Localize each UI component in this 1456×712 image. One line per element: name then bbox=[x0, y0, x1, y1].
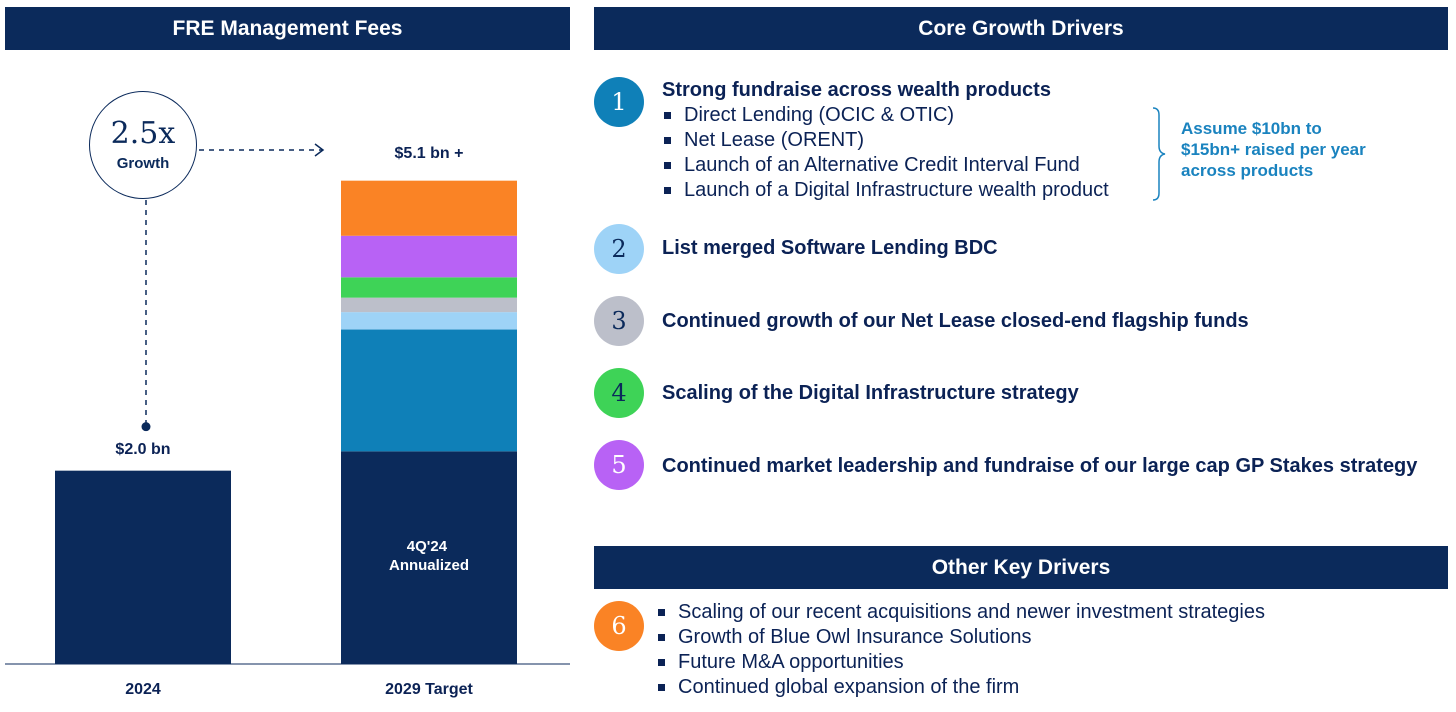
other-drivers-header: Other Key Drivers bbox=[594, 546, 1448, 589]
driver-1-item-1: Direct Lending (OCIC & OTIC) bbox=[684, 104, 955, 126]
growth-multiple-badge: 2.5x Growth bbox=[89, 91, 197, 199]
bar-segment-1-1 bbox=[341, 329, 517, 452]
base-segment-label: 4Q'24 Annualized bbox=[389, 538, 469, 574]
bullet-square bbox=[664, 162, 671, 169]
fre-header: FRE Management Fees bbox=[5, 7, 570, 50]
bar-segment-1-6 bbox=[341, 180, 517, 236]
bar-total-label-2024: $2.0 bn bbox=[115, 441, 170, 458]
driver-number-1: 1 bbox=[594, 77, 644, 127]
bar-segment-1-5 bbox=[341, 235, 517, 278]
fre-chart: $2.0 bn $5.1 bn + 4Q'24 Annualized 2024 … bbox=[5, 143, 570, 698]
driver-number-2: 2 bbox=[594, 224, 644, 274]
driver-1-item-2: Net Lease (ORENT) bbox=[684, 129, 865, 151]
bullet-square bbox=[658, 659, 665, 666]
other-item-1: Scaling of our recent acquisitions and n… bbox=[678, 601, 1265, 623]
growth-arrow-head bbox=[314, 143, 325, 157]
driver-title-2: List merged Software Lending BDC bbox=[662, 237, 998, 259]
bullet-square bbox=[658, 634, 665, 641]
driver-number-4: 4 bbox=[594, 368, 644, 418]
bar-segment-1-3 bbox=[341, 297, 517, 313]
bar-segment-1-4 bbox=[341, 277, 517, 298]
growth-connector-dot bbox=[141, 422, 151, 432]
driver-title-4: Scaling of the Digital Infrastructure st… bbox=[662, 382, 1079, 404]
growth-label: Growth bbox=[116, 154, 170, 172]
assumption-note: Assume $10bn to $15bn+ raised per year a… bbox=[1181, 119, 1366, 180]
driver-number-6: 6 bbox=[594, 601, 644, 651]
bar-segment-1-0 bbox=[341, 451, 517, 664]
driver-number-3: 3 bbox=[594, 296, 644, 346]
driver-1-item-4: Launch of a Digital Infrastructure wealt… bbox=[684, 179, 1109, 201]
x-tick-2029: 2029 Target bbox=[385, 681, 473, 698]
bullet-square bbox=[658, 609, 665, 616]
brace-icon bbox=[1152, 107, 1166, 201]
bullet-square bbox=[664, 187, 671, 194]
driver-title-3: Continued growth of our Net Lease closed… bbox=[662, 310, 1249, 332]
core-drivers-header: Core Growth Drivers bbox=[594, 7, 1448, 50]
other-item-4: Continued global expansion of the firm bbox=[678, 676, 1020, 698]
bar-total-label-2029: $5.1 bn + bbox=[395, 145, 464, 162]
bar-segment-1-2 bbox=[341, 312, 517, 330]
bar-segment-0-0 bbox=[55, 470, 231, 664]
growth-multiple: 2.5x bbox=[110, 115, 176, 151]
driver-title-1: Strong fundraise across wealth products bbox=[662, 79, 1051, 101]
x-tick-2024: 2024 bbox=[125, 681, 161, 698]
driver-number-5: 5 bbox=[594, 440, 644, 490]
bullet-square bbox=[664, 112, 671, 119]
other-item-2: Growth of Blue Owl Insurance Solutions bbox=[678, 626, 1032, 648]
driver-title-5: Continued market leadership and fundrais… bbox=[662, 455, 1418, 477]
driver-1-item-3: Launch of an Alternative Credit Interval… bbox=[684, 154, 1080, 176]
bullet-square bbox=[658, 684, 665, 691]
other-item-3: Future M&A opportunities bbox=[678, 651, 904, 673]
bullet-square bbox=[664, 137, 671, 144]
